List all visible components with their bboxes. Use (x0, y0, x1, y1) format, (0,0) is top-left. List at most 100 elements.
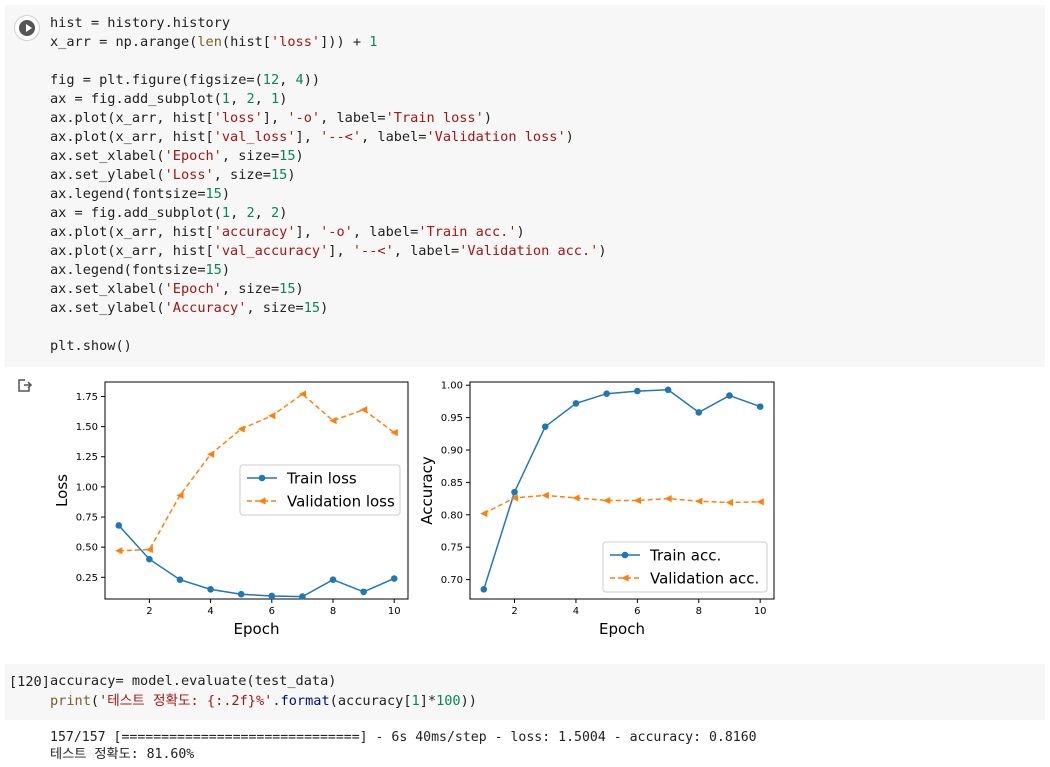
code-line: hist = history.history (50, 15, 230, 31)
code-token: ], (262, 110, 288, 126)
data-point (299, 593, 306, 600)
code-token: 15 (205, 262, 222, 278)
code-token: 'Validation acc.' (459, 243, 599, 259)
code-token: ) (320, 300, 329, 316)
data-point (115, 547, 123, 555)
code-token: 1 (271, 91, 280, 107)
data-point (207, 586, 214, 593)
output-redirect-icon[interactable] (16, 378, 34, 394)
code-token: 'loss' (213, 110, 263, 126)
code-token: 1 (369, 34, 378, 50)
run-cell-button[interactable] (14, 15, 40, 41)
code-token: ax.plot(x_arr, hist[ (50, 224, 214, 240)
code-token: plt.show() (50, 338, 132, 354)
data-point (115, 522, 123, 529)
data-point (360, 588, 367, 596)
data-point (725, 498, 734, 507)
legend-marker (621, 574, 629, 582)
code-token: ax.legend(fontsize= (50, 186, 206, 202)
accuracy-chart: 2 4 6 8 10 0.70 0.75 0.80 0.85 0.90 0.95 1.00 Epoch A… (418, 381, 775, 638)
code-token: ax.plot(x_arr, hist[ (50, 129, 214, 145)
code-token: (hist[ (221, 34, 271, 50)
y-tick-label: 0.25 (76, 573, 98, 584)
data-point (268, 412, 276, 420)
legend-label: Train acc. (649, 547, 721, 565)
y-tick-label: 1.75 (76, 392, 98, 403)
code-token: '-o' (320, 224, 353, 240)
code-token: ) (483, 110, 492, 126)
code-line: ax.set_ylabel('Loss', size=15) (50, 167, 296, 183)
code-token: print (50, 692, 91, 709)
code-editor[interactable]: accuracy= model.evaluate(test_data) prin… (50, 672, 477, 711)
data-point (145, 545, 153, 554)
x-tick-label: 8 (330, 606, 336, 617)
code-token: ) (279, 205, 288, 221)
code-token: len (197, 34, 222, 50)
code-token: 15 (279, 281, 296, 297)
data-point (146, 555, 153, 563)
y-tick-label: 0.70 (441, 575, 463, 586)
series-line (483, 494, 761, 515)
series-line (118, 393, 395, 552)
y-tick-label: 1.25 (76, 452, 98, 463)
code-token: , size= (246, 300, 304, 316)
code-token: 12 (262, 72, 280, 88)
code-token: 2 (246, 205, 255, 221)
code-token: (accuracy[ (329, 692, 412, 709)
code-token: ( (90, 692, 100, 709)
code-cell-plot[interactable]: hist = history.history x_arr = np.arange… (5, 5, 1045, 367)
legend-box (239, 464, 401, 516)
code-token: 'Train acc.' (418, 224, 517, 240)
legend-label: Validation loss (287, 493, 395, 511)
code-token: , (230, 205, 247, 221)
code-token: '--<' (352, 243, 394, 259)
output-accuracy-line: 테스트 정확도: 81.60% (50, 747, 195, 762)
data-point (603, 390, 610, 397)
code-line: ax.set_xlabel('Epoch', size=15) (50, 148, 304, 164)
data-point (511, 488, 518, 496)
code-token: ax = fig.add_subplot( (50, 91, 222, 107)
code-token: ) (279, 91, 288, 107)
code-token: )) (460, 692, 477, 709)
code-token: , label= (320, 110, 386, 126)
x-axis-label: Epoch (599, 620, 645, 638)
x-tick-label: 10 (754, 606, 767, 617)
code-token: 'Validation loss' (426, 129, 566, 145)
data-point (664, 494, 672, 503)
output-progress-line: 157/157 [==============================]… (50, 730, 757, 745)
code-token: . (272, 692, 281, 709)
code-token: ) (295, 281, 304, 297)
legend-marker (258, 497, 266, 505)
code-token: ], (295, 129, 321, 145)
code-token: , label= (361, 129, 427, 145)
y-tick-label: 1.50 (76, 422, 98, 433)
code-editor[interactable]: hist = history.history x_arr = np.arange… (50, 14, 607, 356)
code-token: ax.set_xlabel( (50, 281, 165, 297)
code-line: ax.plot(x_arr, hist['val_accuracy'], '--… (50, 243, 607, 259)
code-line: ax = fig.add_subplot(1, 2, 2) (50, 205, 287, 221)
code-token: 'accuracy' (213, 224, 296, 240)
y-tick-label: 1.00 (76, 482, 98, 493)
y-tick-label: 1.00 (441, 381, 463, 392)
x-tick-label: 4 (207, 606, 213, 617)
data-point (756, 498, 764, 506)
code-token: 1 (411, 692, 420, 709)
code-token: fig = plt.figure(figsize=( (50, 72, 263, 88)
code-line: ax.legend(fontsize=15) (50, 186, 230, 202)
x-tick-label: 6 (634, 606, 640, 617)
code-token: ax.plot(x_arr, hist[ (50, 110, 214, 126)
data-point (695, 409, 703, 416)
code-line: ax.set_ylabel('Accuracy', size=15) (50, 300, 328, 316)
loss-chart: 2 4 6 8 10 0.25 0.50 0.75 1.00 1.25 1.50 1.75 Epoch L… (53, 381, 409, 638)
data-point (695, 497, 703, 505)
code-cell-evaluate[interactable]: [120] accuracy= model.evaluate(test_data… (5, 664, 1045, 720)
y-tick-label: 0.80 (441, 510, 463, 521)
data-point (480, 509, 488, 518)
x-tick-label: 8 (696, 606, 702, 617)
data-point (390, 429, 398, 437)
code-token: hist = history.history (50, 15, 231, 31)
code-token: ax = fig.add_subplot( (50, 205, 222, 221)
code-token: 'loss' (271, 34, 321, 50)
data-point (572, 494, 580, 502)
code-token: , label= (352, 224, 419, 240)
